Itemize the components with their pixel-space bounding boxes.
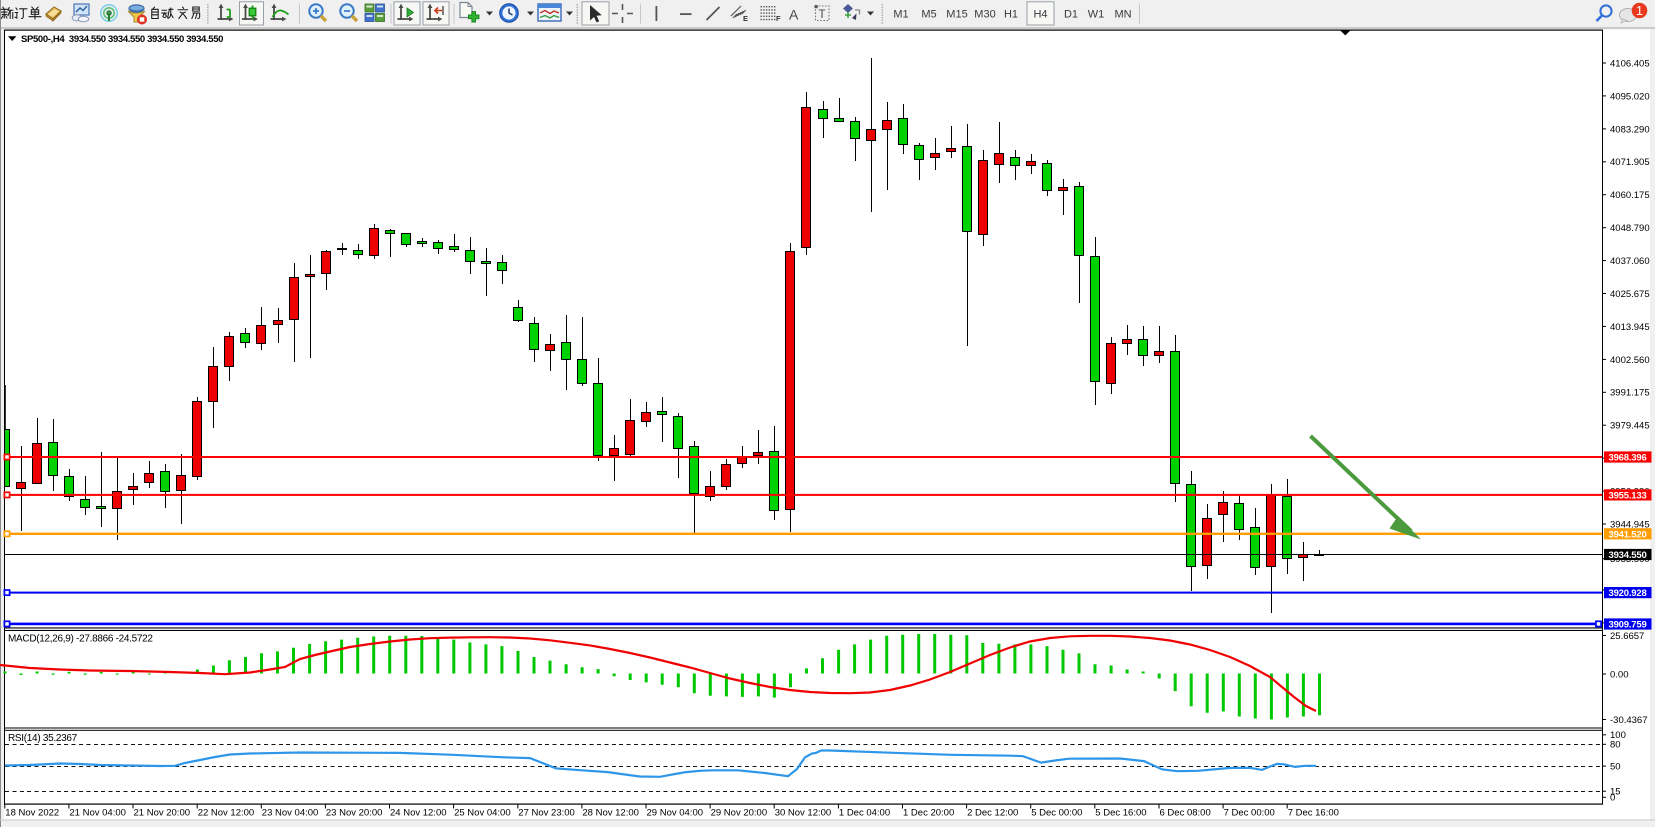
- svg-text:4025.675: 4025.675: [1610, 289, 1650, 300]
- svg-text:27 Nov 23:00: 27 Nov 23:00: [518, 808, 575, 819]
- svg-text:4048.790: 4048.790: [1610, 223, 1650, 234]
- svg-text:21 Nov 20:00: 21 Nov 20:00: [134, 808, 191, 819]
- svg-text:50: 50: [1610, 762, 1621, 773]
- svg-text:7 Dec 00:00: 7 Dec 00:00: [1224, 808, 1275, 819]
- svg-text:1 Dec 20:00: 1 Dec 20:00: [903, 808, 954, 819]
- svg-text:4071.905: 4071.905: [1610, 157, 1650, 168]
- svg-text:2 Dec 12:00: 2 Dec 12:00: [967, 808, 1018, 819]
- svg-text:80: 80: [1610, 740, 1621, 751]
- svg-text:5 Dec 16:00: 5 Dec 16:00: [1095, 808, 1146, 819]
- svg-text:3955.133: 3955.133: [1609, 491, 1647, 502]
- svg-text:4106.405: 4106.405: [1610, 58, 1650, 69]
- svg-text:RSI(14) 35.2367: RSI(14) 35.2367: [8, 733, 78, 744]
- svg-text:28 Nov 12:00: 28 Nov 12:00: [582, 808, 639, 819]
- svg-text:4013.945: 4013.945: [1610, 322, 1650, 333]
- svg-text:3979.445: 3979.445: [1610, 421, 1650, 432]
- svg-text:24 Nov 12:00: 24 Nov 12:00: [390, 808, 447, 819]
- svg-text:3941.520: 3941.520: [1609, 529, 1647, 540]
- svg-text:M15: M15: [946, 9, 967, 21]
- svg-text:MN: MN: [1114, 9, 1131, 21]
- svg-text:4037.060: 4037.060: [1610, 256, 1650, 267]
- svg-text:0: 0: [1610, 793, 1615, 804]
- svg-text:29 Nov 20:00: 29 Nov 20:00: [711, 808, 768, 819]
- svg-text:4083.290: 4083.290: [1610, 124, 1650, 135]
- svg-text:M1: M1: [893, 9, 908, 21]
- svg-text:3944.945: 3944.945: [1610, 519, 1650, 530]
- svg-text:SP500-,H4 3934.550 3934.550 3: SP500-,H4 3934.550 3934.550 3934.550 393…: [21, 34, 223, 45]
- svg-text:29 Nov 04:00: 29 Nov 04:00: [647, 808, 704, 819]
- svg-text:21 Nov 04:00: 21 Nov 04:00: [69, 808, 126, 819]
- svg-text:7 Dec 16:00: 7 Dec 16:00: [1288, 808, 1339, 819]
- svg-text:23 Nov 04:00: 23 Nov 04:00: [262, 808, 319, 819]
- svg-text:M5: M5: [921, 9, 936, 21]
- svg-text:3934.550: 3934.550: [1609, 550, 1647, 561]
- svg-text:0.00: 0.00: [1610, 669, 1629, 680]
- svg-text:3920.928: 3920.928: [1609, 588, 1647, 599]
- svg-text:H1: H1: [1004, 9, 1018, 21]
- svg-text:18 Nov 2022: 18 Nov 2022: [5, 808, 59, 819]
- svg-text:-30.4367: -30.4367: [1610, 715, 1648, 726]
- svg-text:6 Dec 08:00: 6 Dec 08:00: [1160, 808, 1211, 819]
- svg-text:1: 1: [1636, 4, 1643, 18]
- svg-text:25.6657: 25.6657: [1610, 631, 1644, 642]
- svg-text:E: E: [743, 14, 748, 23]
- svg-text:23 Nov 20:00: 23 Nov 20:00: [326, 808, 383, 819]
- svg-text:H4: H4: [1033, 9, 1047, 21]
- svg-text:D1: D1: [1064, 9, 1078, 21]
- svg-text:1 Dec 04:00: 1 Dec 04:00: [839, 808, 890, 819]
- svg-text:25 Nov 04:00: 25 Nov 04:00: [454, 808, 511, 819]
- svg-text:30 Nov 12:00: 30 Nov 12:00: [775, 808, 832, 819]
- svg-text:4095.020: 4095.020: [1610, 91, 1650, 102]
- svg-text:MACD(12,26,9) -27.8866 -24.572: MACD(12,26,9) -27.8866 -24.5722: [8, 634, 153, 645]
- svg-text:T: T: [819, 9, 826, 21]
- svg-text:W1: W1: [1088, 9, 1105, 21]
- svg-text:4060.175: 4060.175: [1610, 190, 1650, 201]
- svg-text:15: 15: [1610, 787, 1621, 798]
- svg-text:5 Dec 00:00: 5 Dec 00:00: [1031, 808, 1082, 819]
- svg-text:3968.396: 3968.396: [1609, 453, 1647, 464]
- svg-text:M30: M30: [974, 9, 995, 21]
- svg-text:4002.560: 4002.560: [1610, 355, 1650, 366]
- svg-text:F: F: [776, 14, 781, 23]
- svg-text:100: 100: [1610, 730, 1626, 741]
- svg-text:A: A: [789, 7, 799, 23]
- svg-text:3991.175: 3991.175: [1610, 388, 1650, 399]
- svg-text:22 Nov 12:00: 22 Nov 12:00: [198, 808, 255, 819]
- svg-text:3909.759: 3909.759: [1609, 620, 1647, 631]
